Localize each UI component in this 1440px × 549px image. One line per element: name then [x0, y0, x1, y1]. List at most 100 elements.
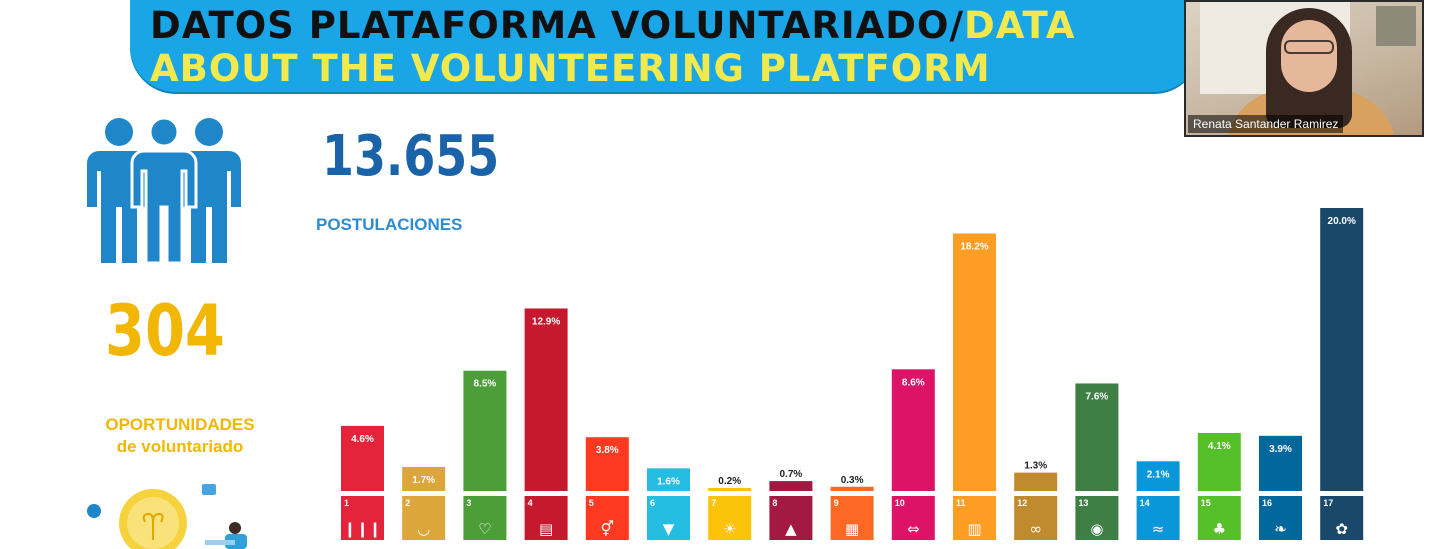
bar-sdg-11 — [953, 233, 996, 491]
bar-sdg-16 — [1259, 435, 1302, 491]
bar-value-label: 0.7% — [780, 469, 803, 480]
sdg-tile-16 — [1259, 496, 1302, 540]
bar-sdg-6 — [647, 468, 690, 491]
bar-value-label: 3.8% — [596, 445, 619, 456]
tree-icon: ♣ — [1213, 520, 1226, 538]
oportunidades-count: 304 — [105, 290, 225, 372]
postulaciones-count: 13.655 — [322, 124, 500, 189]
sdg-tile-13 — [1075, 496, 1119, 540]
sdg-tile-number: 6 — [650, 498, 655, 508]
sdg-tile-2 — [402, 496, 446, 540]
sdg-tile-11 — [953, 496, 996, 540]
sdg-tile-9 — [830, 496, 874, 540]
title-english-line1: DATA — [964, 4, 1076, 47]
sdg-tile-1 — [341, 496, 384, 540]
sdg-tile-17 — [1320, 496, 1364, 540]
buildings-icon: ▥ — [967, 520, 981, 538]
dove-icon: ❧ — [1274, 520, 1287, 538]
sdg-tile-6 — [647, 496, 690, 540]
participant-video-tile[interactable]: Renata Santander Ramirez — [1184, 0, 1424, 137]
people-icon: ❙❙❙ — [344, 520, 382, 538]
gender-icon: ⚥ — [601, 520, 615, 538]
sdg-tile-number: 15 — [1201, 498, 1211, 508]
bar-value-label: 1.6% — [657, 476, 680, 487]
growth-chart-icon: ▲ — [785, 520, 797, 538]
sdg-tile-number: 3 — [466, 498, 471, 508]
sdg-tile-8 — [769, 496, 813, 540]
bar-sdg-7 — [708, 488, 752, 491]
sdg-tile-number: 11 — [956, 498, 966, 508]
title-english-line2: ABOUT THE VOLUNTEERING PLATFORM — [150, 47, 991, 90]
wall-picture-small — [1376, 6, 1416, 46]
bar-value-label: 3.9% — [1269, 444, 1292, 455]
sdg-tile-4 — [524, 496, 568, 540]
participant-glasses — [1284, 40, 1334, 54]
sdg-tile-number: 2 — [405, 498, 410, 508]
fish-icon: ≈ — [1152, 520, 1165, 538]
sdg-tile-10 — [891, 496, 935, 540]
oportunidades-label-line2: de voluntariado — [116, 437, 244, 456]
eye-globe-icon: ◉ — [1090, 520, 1103, 538]
bar-sdg-10 — [891, 369, 935, 491]
page-title: DATOS PLATAFORMA VOLUNTARIADO/DATA ABOUT… — [150, 4, 1180, 90]
bar-value-label: 1.3% — [1024, 461, 1047, 472]
sdg-tile-12 — [1014, 496, 1058, 540]
sdg-bar-chart: 4.6% 1 ❙❙❙ 1.7% 2 ◡ 8.5% 3 ♡ 12.9% 4 ▤ 3.8% 5 ⚥ 1.6% 6 ▼ 0… — [341, 208, 1364, 540]
participant-face — [1281, 20, 1337, 92]
title-banner — [130, 0, 1200, 92]
bar-sdg-13 — [1075, 383, 1119, 491]
bar-value-label: 20.0% — [1328, 216, 1356, 227]
sdg-tile-number: 9 — [834, 498, 839, 508]
bar-sdg-9 — [830, 486, 874, 491]
participant-name: Renata Santander Ramirez — [1188, 115, 1344, 133]
sun-icon: ☀ — [723, 520, 736, 538]
bar-value-label: 2.1% — [1147, 469, 1170, 480]
bar-value-label: 4.1% — [1208, 441, 1231, 452]
sdg-tile-number: 10 — [895, 498, 905, 508]
sdg-tile-15 — [1197, 496, 1241, 540]
sdg-tile-5 — [585, 496, 629, 540]
bar-value-label: 1.7% — [412, 475, 435, 486]
sdg-tile-number: 12 — [1017, 498, 1027, 508]
sdg-tile-number: 13 — [1078, 498, 1088, 508]
bar-sdg-12 — [1014, 472, 1058, 491]
bar-value-label: 8.5% — [474, 379, 497, 390]
bar-sdg-1 — [341, 425, 384, 491]
bar-sdg-5 — [585, 437, 629, 491]
lightbulb-illustration — [87, 484, 247, 549]
heartbeat-icon: ♡ — [478, 520, 491, 538]
sdg-tile-number: 8 — [772, 498, 777, 508]
sdg-tile-14 — [1136, 496, 1180, 540]
water-drop-icon: ▼ — [663, 520, 675, 538]
bar-sdg-15 — [1197, 432, 1241, 491]
people-icon — [87, 116, 241, 263]
bar-value-label: 8.6% — [902, 377, 925, 388]
sdg-tile-number: 16 — [1262, 498, 1272, 508]
bowl-icon: ◡ — [417, 520, 430, 538]
sdg-tile-3 — [463, 496, 507, 540]
sdg-tile-number: 7 — [711, 498, 716, 508]
cubes-icon: ▦ — [845, 520, 859, 538]
bar-value-label: 4.6% — [351, 434, 374, 445]
sdg-tile-number: 14 — [1140, 498, 1150, 508]
sdg-tile-number: 1 — [344, 498, 349, 508]
bar-sdg-17 — [1320, 208, 1364, 491]
oportunidades-label: OPORTUNIDADES de voluntariado — [96, 414, 264, 458]
title-spanish: DATOS PLATAFORMA VOLUNTARIADO/ — [150, 4, 964, 47]
bar-value-label: 0.2% — [718, 476, 741, 487]
bar-sdg-3 — [463, 370, 507, 491]
bar-value-label: 0.3% — [841, 475, 864, 486]
flower-icon: ✿ — [1335, 520, 1348, 538]
arrows-icon: ⇔ — [907, 520, 920, 538]
book-icon: ▤ — [539, 520, 553, 538]
postulaciones-label: POSTULACIONES — [316, 215, 463, 234]
sdg-tile-7 — [708, 496, 752, 540]
bar-value-label: 12.9% — [532, 316, 560, 327]
bar-value-label: 18.2% — [960, 241, 988, 252]
infinity-icon: ∞ — [1029, 520, 1042, 538]
bar-sdg-14 — [1136, 461, 1180, 491]
bar-sdg-8 — [769, 481, 813, 491]
bar-value-label: 7.6% — [1086, 391, 1109, 402]
sdg-tile-number: 4 — [528, 498, 533, 508]
bar-sdg-4 — [524, 308, 568, 491]
